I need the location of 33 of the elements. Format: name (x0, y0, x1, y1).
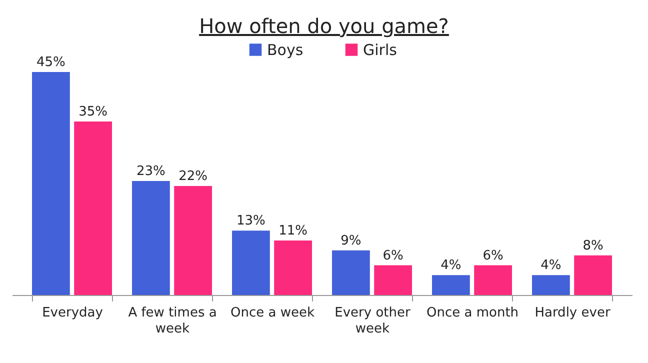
data-label: 11% (278, 223, 308, 238)
bar (32, 72, 70, 295)
bar (274, 240, 312, 295)
bar (432, 275, 470, 295)
x-tick-label: Hardly ever (534, 306, 611, 320)
x-tick-label: Everyday (42, 306, 104, 320)
bar (374, 265, 412, 295)
bar (532, 275, 570, 295)
data-label: 45% (36, 55, 66, 70)
legend-label: Boys (267, 40, 304, 59)
x-tick-label: Once a month (426, 306, 519, 320)
bar (74, 122, 112, 295)
data-label: 4% (440, 258, 462, 274)
bar (474, 265, 512, 295)
bar (332, 250, 370, 295)
data-label: 6% (382, 248, 404, 264)
bar (132, 181, 170, 295)
data-label: 23% (136, 164, 166, 180)
data-label: 4% (540, 258, 562, 274)
data-label: 35% (78, 104, 108, 120)
x-tick-label: Every other week (334, 306, 412, 336)
bar (174, 186, 212, 295)
data-label: 13% (236, 214, 266, 229)
legend-label: Girls (363, 40, 398, 59)
bar (574, 255, 612, 295)
x-tick-label: Once a week (230, 306, 315, 320)
data-label: 9% (340, 233, 362, 248)
bar (232, 230, 270, 295)
data-label: 22% (178, 168, 208, 184)
x-tick-label: A few times a week (128, 306, 217, 336)
chart-title: How often do you game? (198, 13, 450, 38)
data-label: 8% (582, 238, 604, 254)
data-label: 6% (482, 248, 504, 264)
